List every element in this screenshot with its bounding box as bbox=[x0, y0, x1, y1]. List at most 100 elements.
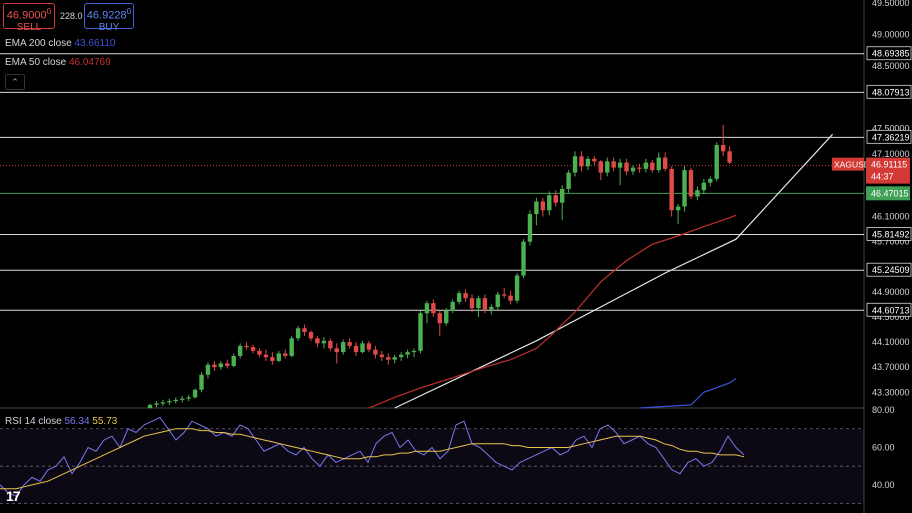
price-tick-label: 47.50000 bbox=[872, 124, 910, 134]
candle-body bbox=[250, 347, 256, 351]
price-tick-label: 45.70000 bbox=[872, 237, 910, 247]
candle-body bbox=[392, 357, 397, 360]
symbol-badge-label: XAGUSD bbox=[834, 160, 870, 170]
candle-body bbox=[257, 350, 262, 355]
chevron-up-icon: ⌃ bbox=[11, 77, 19, 87]
rsi-tick-label: 60.00 bbox=[872, 442, 895, 452]
ema200-legend[interactable]: EMA 200 close 43.66110 bbox=[5, 38, 115, 49]
candle-body bbox=[379, 354, 385, 358]
candle-body bbox=[431, 303, 436, 314]
rsi-ma-value: 55.73 bbox=[92, 416, 118, 427]
candle-body bbox=[411, 350, 417, 353]
candle-body bbox=[527, 214, 533, 242]
rsi-ma-line bbox=[0, 428, 745, 490]
price-tick-label: 43.30000 bbox=[872, 387, 910, 397]
spread-value: 228.0 bbox=[60, 11, 83, 21]
level-label: 45.81492 bbox=[872, 229, 910, 239]
candle-body bbox=[225, 363, 230, 366]
price-tick-label: 43.70000 bbox=[872, 362, 910, 372]
candle-body bbox=[708, 178, 713, 183]
candle-body bbox=[295, 328, 301, 339]
candle-body bbox=[611, 161, 616, 168]
candle-body bbox=[199, 374, 204, 390]
candle-body bbox=[154, 403, 159, 405]
collapse-legend-button[interactable]: ⌃ bbox=[5, 74, 25, 90]
candle-body bbox=[572, 156, 578, 173]
candle-body bbox=[167, 401, 172, 403]
sell-price: 46.9000 bbox=[6, 9, 47, 22]
candle-body bbox=[682, 170, 687, 207]
candle-body bbox=[289, 338, 294, 356]
ema200-line bbox=[639, 378, 737, 409]
candle-body bbox=[192, 389, 198, 398]
candle-body bbox=[218, 363, 224, 368]
candle-body bbox=[341, 342, 346, 353]
level-label-box bbox=[866, 227, 912, 241]
green-price-label: 46.47015 bbox=[871, 188, 909, 198]
rsi-label: RSI 14 close bbox=[5, 416, 62, 427]
candle-body bbox=[321, 340, 327, 344]
level-label-box bbox=[866, 46, 912, 61]
price-tick-label: 44.50000 bbox=[872, 312, 910, 322]
candle-body bbox=[276, 353, 281, 361]
candle-body bbox=[263, 354, 269, 358]
candle-body bbox=[237, 345, 243, 356]
candle-body bbox=[566, 172, 571, 189]
level-label: 45.24509 bbox=[872, 265, 910, 275]
candle-body bbox=[398, 354, 404, 358]
candle-body bbox=[334, 348, 339, 353]
candle-body bbox=[270, 357, 275, 361]
candle-body bbox=[669, 168, 674, 211]
candle-body bbox=[231, 355, 236, 366]
candle-body bbox=[540, 201, 546, 211]
buy-label: BUY bbox=[98, 22, 120, 34]
candle-body bbox=[585, 158, 591, 167]
ema50-value: 46.04769 bbox=[68, 57, 111, 68]
candle-body bbox=[405, 352, 410, 355]
candle-body bbox=[283, 353, 288, 356]
candle-body bbox=[302, 328, 307, 333]
candle-body bbox=[424, 303, 430, 314]
candle-body bbox=[521, 241, 526, 276]
ema50-legend[interactable]: EMA 50 close 46.04769 bbox=[5, 57, 111, 68]
candle-body bbox=[675, 206, 681, 211]
candle-body bbox=[605, 161, 610, 173]
symbol-badge bbox=[832, 157, 864, 171]
candle-body bbox=[514, 275, 520, 301]
candle-body bbox=[373, 349, 378, 355]
candle-body bbox=[695, 190, 700, 197]
candle-body bbox=[727, 151, 732, 163]
candle-body bbox=[418, 313, 423, 351]
candle-body bbox=[386, 357, 391, 360]
candle-body bbox=[366, 343, 372, 350]
rsi-tick-label: 40.00 bbox=[872, 480, 895, 490]
candle-body bbox=[186, 397, 191, 399]
trendline bbox=[394, 133, 834, 409]
rsi-line bbox=[0, 416, 745, 497]
rsi-tick-label: 80.00 bbox=[872, 405, 895, 415]
candle-body bbox=[437, 313, 442, 324]
candle-body bbox=[630, 167, 636, 172]
tradingview-logo-icon: 17 bbox=[6, 488, 21, 504]
level-label: 48.69385 bbox=[872, 49, 910, 59]
ema50-label: EMA 50 close bbox=[5, 57, 67, 68]
candle-body bbox=[160, 402, 166, 404]
current-price-badge bbox=[866, 157, 910, 184]
candle-body bbox=[637, 167, 642, 169]
candle-body bbox=[476, 298, 481, 309]
candle-body bbox=[315, 338, 320, 344]
buy-price-sup: 0 bbox=[126, 6, 132, 16]
level-label: 48.07913 bbox=[872, 87, 910, 97]
candle-body bbox=[450, 301, 455, 311]
candle-body bbox=[328, 340, 333, 349]
price-tick-label: 49.00000 bbox=[872, 30, 910, 40]
candle-body bbox=[456, 293, 462, 302]
rsi-legend[interactable]: RSI 14 close 56.34 55.73 bbox=[5, 416, 117, 427]
candle-body bbox=[663, 157, 668, 169]
sell-button[interactable]: 46.90000 SELL bbox=[3, 3, 55, 33]
level-label-box bbox=[866, 84, 912, 99]
candle-body bbox=[205, 364, 211, 375]
buy-button[interactable]: 46.92280 BUY bbox=[84, 3, 134, 33]
candle-body bbox=[482, 298, 488, 310]
